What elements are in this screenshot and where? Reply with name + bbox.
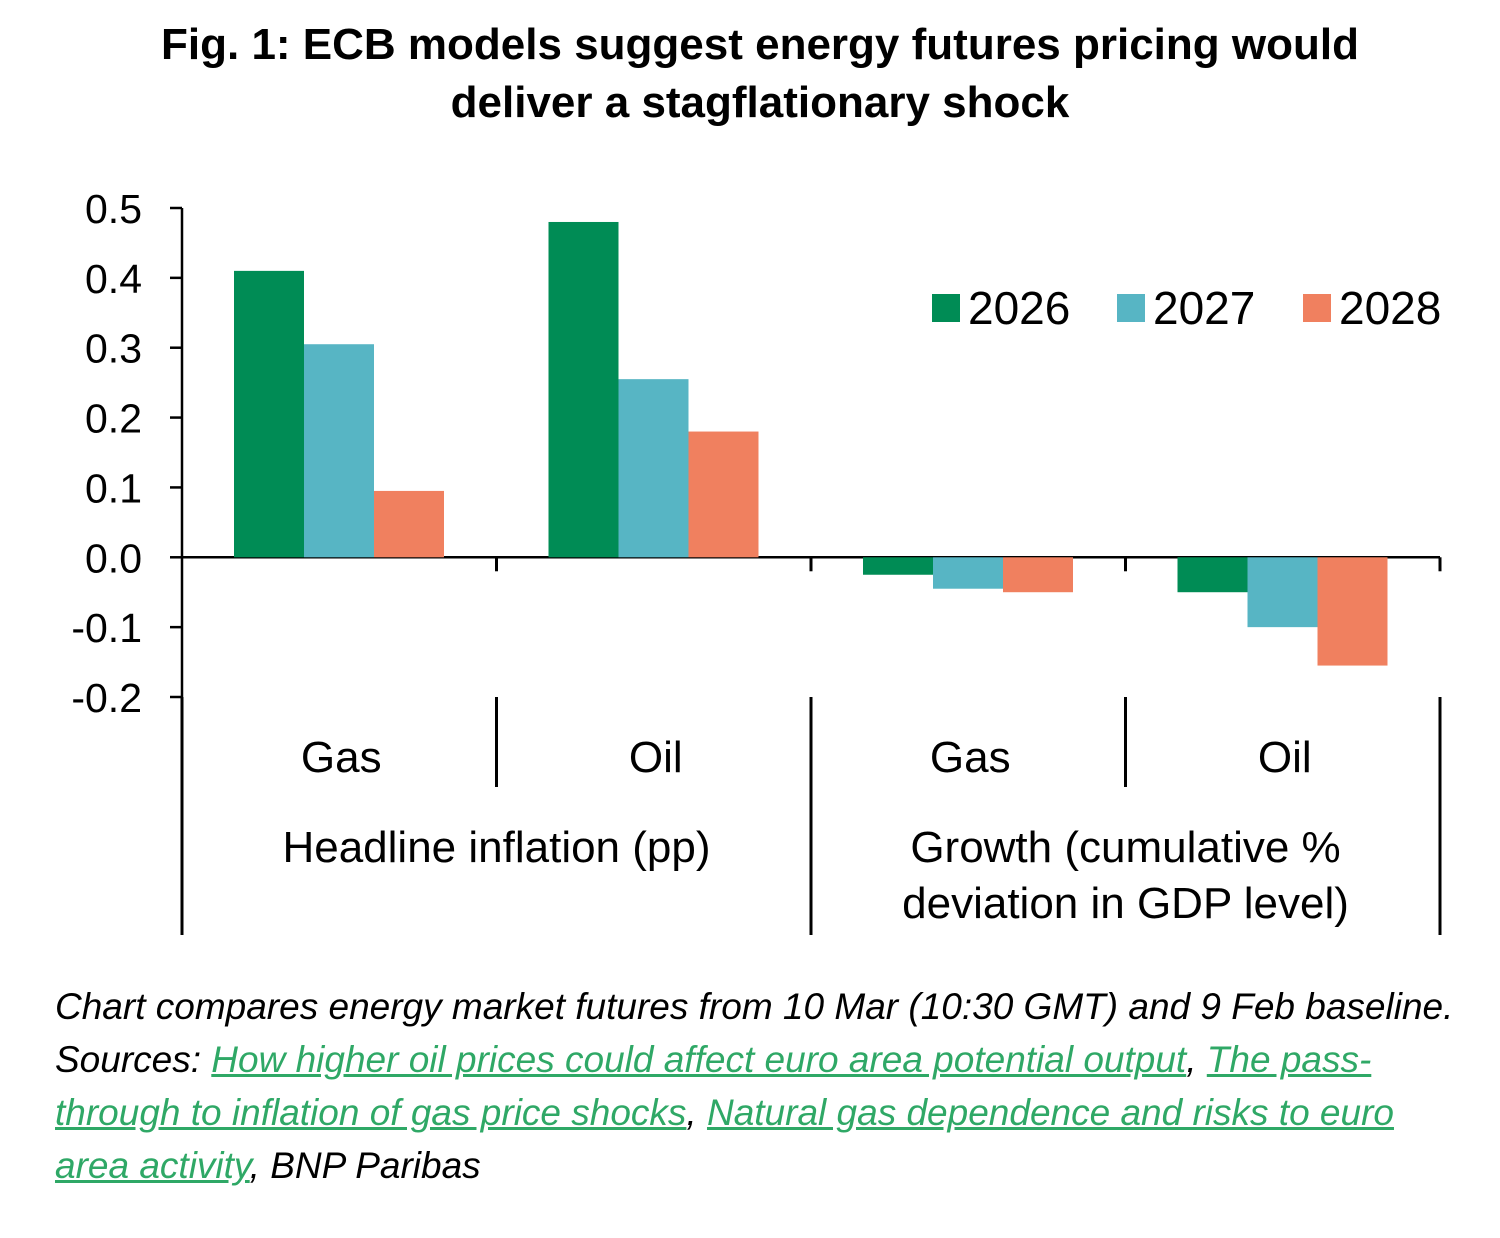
bar-2027-gas [933,557,1003,589]
caption-separator: , [686,1092,707,1133]
legend-swatch-2026 [932,294,960,322]
category-label: Gas [301,733,382,782]
bar-2026-gas [863,557,933,575]
bar-2027-oil [618,379,689,558]
source-link-gas-pass-through[interactable]: The pass-through to inflation of gas pri… [55,1039,1372,1133]
bar-2026-oil [1177,557,1248,593]
bar-2027-gas [304,344,374,558]
source-link-oil-prices[interactable]: How higher oil prices could affect euro … [211,1039,1187,1080]
y-tick-label: 0.3 [85,326,142,372]
bar-2028-gas [1003,557,1073,593]
bars [234,221,1388,666]
y-tick-label: 0.1 [85,465,142,511]
bar-2026-oil [548,221,619,558]
legend: 2026 2027 2028 [932,282,1441,334]
y-tick-label: 0.4 [85,256,142,302]
y-tick-label: 0.2 [85,396,142,442]
bar-2028-gas [374,490,444,558]
legend-swatch-2028 [1303,294,1331,322]
caption-separator: , [1186,1039,1207,1080]
group-label: Growth (cumulative % [910,823,1340,872]
chart-title-line-1: Fig. 1: ECB models suggest energy future… [161,20,1359,69]
chart-title-line-2: deliver a stagflationary shock [450,78,1070,127]
axes: 0.5 0.4 0.3 0.2 0.1 0.0 -0.1 -0.2 [71,186,1442,935]
caption-text: Chart compares energy market futures fro… [55,986,1454,1080]
bar-2027-oil [1247,557,1318,628]
bar-chart: 0.5 0.4 0.3 0.2 0.1 0.0 -0.1 -0.2 Gas Oil Gas Oil H… [71,186,1442,935]
y-tick-label: 0.0 [85,535,142,581]
y-tick-label: 0.5 [85,186,142,232]
y-tick-label: -0.2 [71,675,142,721]
legend-label-2027: 2027 [1153,282,1255,334]
caption-source: , BNP Paribas [249,1145,481,1186]
y-tick-label: -0.1 [71,605,142,651]
category-label: Gas [930,733,1011,782]
bar-2026-gas [234,270,304,558]
bar-2028-oil [688,431,759,558]
chart-caption: Chart compares energy market futures fro… [55,980,1475,1192]
source-link-gas-dependence[interactable]: Natural gas dependence and risks to euro… [55,1092,1394,1186]
legend-label-2026: 2026 [968,282,1070,334]
category-label: Oil [629,733,683,782]
category-label: Oil [1258,733,1312,782]
category-labels: Gas Oil Gas Oil Headline inflation (pp) Growt… [282,733,1348,928]
legend-label-2028: 2028 [1339,282,1441,334]
chart-title: Fig. 1: ECB models suggest energy future… [0,16,1500,132]
bar-2028-oil [1317,557,1388,666]
legend-swatch-2027 [1117,294,1145,322]
group-label: Headline inflation (pp) [282,823,710,872]
group-label: deviation in GDP level) [902,879,1349,928]
